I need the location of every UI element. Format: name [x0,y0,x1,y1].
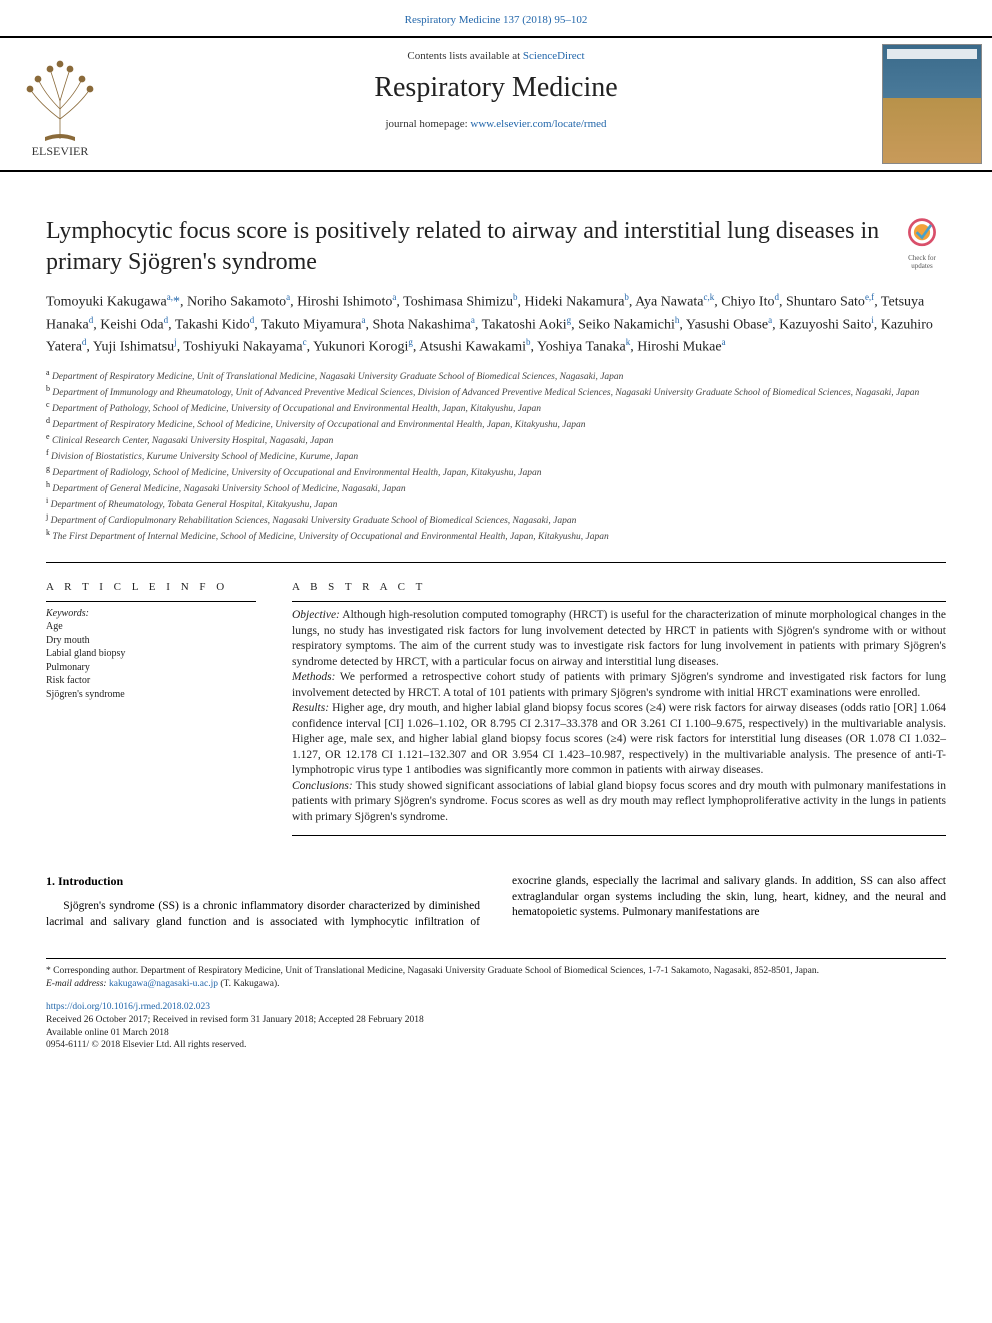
journal-title: Respiratory Medicine [130,72,862,104]
email-suffix: (T. Kakugawa). [218,979,280,989]
masthead: ELSEVIER Contents lists available at Sci… [0,36,992,172]
doi-link[interactable]: https://doi.org/10.1016/j.rmed.2018.02.0… [46,1002,210,1012]
divider-rule [46,562,946,563]
running-header: Respiratory Medicine 137 (2018) 95–102 [0,0,992,36]
abstract-divider [292,601,946,602]
authors-list: Tomoyuki Kakugawaa,*, Noriho Sakamotoa, … [46,291,946,358]
affiliation-line: j Department of Cardiopulmonary Rehabili… [46,512,946,528]
article-title: Lymphocytic focus score is positively re… [46,216,882,277]
keyword-item: Pulmonary [46,661,256,675]
affiliation-line: e Clinical Research Center, Nagasaki Uni… [46,432,946,448]
svg-text:ELSEVIER: ELSEVIER [32,144,89,158]
publisher-logo[interactable]: ELSEVIER [0,38,120,170]
journal-homepage-line: journal homepage: www.elsevier.com/locat… [130,118,862,130]
info-abstract-row: A R T I C L E I N F O Keywords: AgeDry m… [46,581,946,836]
check-updates-label: Check for updates [898,254,946,270]
keyword-item: Labial gland biopsy [46,647,256,661]
affiliation-line: k The First Department of Internal Medic… [46,528,946,544]
elsevier-tree-icon: ELSEVIER [10,49,110,159]
info-divider [46,601,256,602]
abstract-body: Objective: Although high-resolution comp… [292,608,946,825]
abstract-section: Objective: Although high-resolution comp… [292,608,946,670]
masthead-center: Contents lists available at ScienceDirec… [120,38,872,170]
article-body: Lymphocytic focus score is positively re… [0,172,992,1082]
affiliation-line: f Division of Biostatistics, Kurume Univ… [46,448,946,464]
abstract-section: Results: Higher age, dry mouth, and high… [292,701,946,779]
affiliation-line: g Department of Radiology, School of Med… [46,464,946,480]
affiliations-list: a Department of Respiratory Medicine, Un… [46,368,946,544]
crossmark-icon [904,216,940,252]
abstract-section: Methods: We performed a retrospective co… [292,670,946,701]
homepage-link[interactable]: www.elsevier.com/locate/rmed [470,118,606,130]
abstract-section: Conclusions: This study showed significa… [292,779,946,826]
contents-prefix: Contents lists available at [407,50,522,62]
cover-thumbnail-icon [882,44,982,164]
journal-cover[interactable] [872,38,992,170]
copyright-line: 0954-6111/ © 2018 Elsevier Ltd. All righ… [46,1039,946,1052]
sciencedirect-link[interactable]: ScienceDirect [523,50,585,62]
citation-link[interactable]: Respiratory Medicine 137 (2018) 95–102 [405,14,588,26]
abstract-bottom-divider [292,835,946,836]
introduction-heading: 1. Introduction [46,874,480,889]
publication-info: https://doi.org/10.1016/j.rmed.2018.02.0… [46,1001,946,1052]
affiliation-line: h Department of General Medicine, Nagasa… [46,480,946,496]
email-label: E-mail address: [46,979,109,989]
affiliation-line: c Department of Pathology, School of Med… [46,400,946,416]
keyword-item: Age [46,620,256,634]
abstract-column: A B S T R A C T Objective: Although high… [292,581,946,836]
corresponding-author: * Corresponding author. Department of Re… [46,965,946,978]
contents-list-line: Contents lists available at ScienceDirec… [130,50,862,62]
keywords-list: AgeDry mouthLabial gland biopsyPulmonary… [46,620,256,701]
footnotes: * Corresponding author. Department of Re… [46,958,946,991]
keyword-item: Sjögren's syndrome [46,688,256,702]
affiliation-line: b Department of Immunology and Rheumatol… [46,384,946,400]
keywords-label: Keywords: [46,608,256,619]
keyword-item: Dry mouth [46,634,256,648]
homepage-prefix: journal homepage: [385,118,470,130]
affiliation-line: i Department of Rheumatology, Tobata Gen… [46,496,946,512]
keyword-item: Risk factor [46,674,256,688]
article-info-heading: A R T I C L E I N F O [46,581,256,593]
article-info-column: A R T I C L E I N F O Keywords: AgeDry m… [46,581,256,836]
affiliation-line: d Department of Respiratory Medicine, Sc… [46,416,946,432]
title-row: Lymphocytic focus score is positively re… [46,216,946,277]
introduction-section: 1. Introduction Sjögren's syndrome (SS) … [46,874,946,930]
abstract-heading: A B S T R A C T [292,581,946,593]
received-line: Received 26 October 2017; Received in re… [46,1014,946,1027]
email-line: E-mail address: kakugawa@nagasaki-u.ac.j… [46,978,946,991]
available-line: Available online 01 March 2018 [46,1027,946,1040]
email-link[interactable]: kakugawa@nagasaki-u.ac.jp [109,979,218,989]
check-updates-badge[interactable]: Check for updates [898,216,946,270]
affiliation-line: a Department of Respiratory Medicine, Un… [46,368,946,384]
